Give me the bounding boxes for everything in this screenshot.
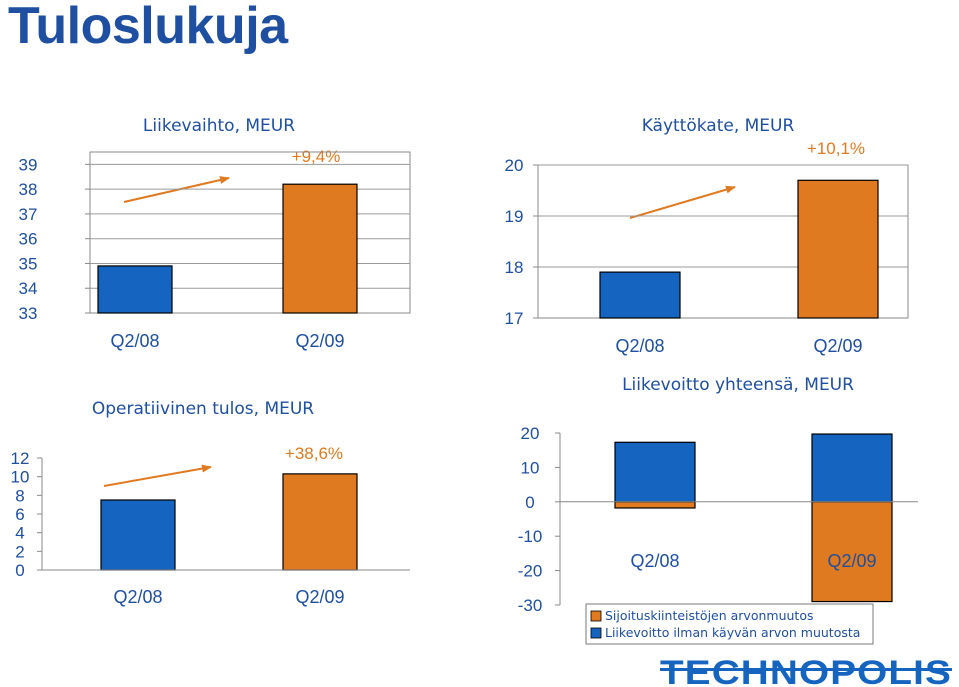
ebitda-tick-label: 17 [505, 309, 524, 328]
revenue-chart: Liikevaihto, MEUR +9,4% 33 34 35 36 37 38 39 Q2… [19, 116, 411, 351]
revenue-bar-1 [282, 183, 358, 314]
profit-chart: Liikevoitto yhteensä, MEUR 20 10 0 -10 -20 -3… [518, 375, 918, 645]
revenue-annotation: +9,4% [292, 147, 341, 166]
ebitda-tick-label: 20 [505, 156, 524, 175]
profit-bar-fair-value-0 [614, 501, 696, 509]
revenue-bar-0 [97, 265, 173, 314]
revenue-chart-title: Liikevaihto, MEUR [143, 116, 295, 136]
operating-category-label: Q2/08 [113, 587, 162, 607]
page-title: Tuloslukuja [8, 0, 288, 55]
operating-tick-label: 8 [15, 486, 24, 505]
profit-tick-label: 0 [525, 493, 534, 512]
revenue-tick-label: 37 [19, 205, 38, 224]
revenue-tick-label: 35 [19, 254, 38, 273]
revenue-tick-label: 38 [19, 180, 38, 199]
operating-tick-label: 0 [15, 561, 24, 580]
logo-text: TECHNOPOLIS [660, 654, 952, 687]
operating-category-label: Q2/09 [295, 587, 344, 607]
ebitda-growth-arrow [629, 185, 736, 219]
profit-tick-label: -20 [518, 562, 543, 581]
profit-tick-label: 20 [521, 424, 540, 443]
operating-tick-label: 10 [11, 468, 30, 487]
legend-label-operating-profit: Liikevoitto ilman käyvän arvon muutosta [605, 625, 860, 640]
revenue-category-label: Q2/08 [110, 331, 159, 351]
ebitda-chart: Käyttökate, MEUR +10,1% 17 18 19 20 Q2/08 Q2/… [505, 116, 909, 356]
ebitda-bar-1 [797, 179, 879, 319]
revenue-tick-label: 36 [19, 230, 38, 249]
ebitda-bar-0 [599, 271, 681, 319]
revenue-tick-label: 39 [19, 155, 38, 174]
legend-box [585, 603, 874, 645]
revenue-growth-arrow [123, 176, 230, 203]
ebitda-annotation: +10,1% [807, 139, 865, 158]
operating-chart-title: Operatiivinen tulos, MEUR [92, 399, 314, 419]
profit-tick-label: 10 [521, 458, 540, 477]
revenue-tick-label: 33 [19, 304, 38, 323]
ebitda-category-label: Q2/08 [615, 336, 664, 356]
legend-swatch-fair-value [590, 610, 602, 622]
operating-chart: Operatiivinen tulos, MEUR +38,6% 0246810… [11, 399, 410, 607]
profit-bar-operating-profit-1 [811, 433, 893, 503]
operating-growth-arrow [103, 464, 212, 487]
ebitda-chart-title: Käyttökate, MEUR [642, 116, 795, 136]
ebitda-category-label: Q2/09 [813, 336, 862, 356]
profit-category-label: Q2/08 [630, 551, 679, 571]
operating-bar-0 [100, 499, 176, 571]
profit-category-label: Q2/09 [827, 551, 876, 571]
legend-label-fair-value: Sijoituskiinteistöjen arvonmuutos [605, 608, 813, 623]
operating-tick-label: 2 [15, 542, 24, 561]
operating-bar-1 [282, 473, 358, 571]
technopolis-logo: TECHNOPOLIS [660, 654, 952, 687]
profit-bar-operating-profit-0 [614, 441, 696, 503]
legend-swatch-operating-profit [590, 627, 602, 639]
operating-tick-label: 6 [15, 505, 24, 524]
profit-bar-fair-value-1 [811, 501, 893, 603]
revenue-tick-label: 34 [19, 279, 38, 298]
operating-tick-label: 12 [11, 449, 30, 468]
revenue-category-label: Q2/09 [295, 331, 344, 351]
profit-chart-title: Liikevoitto yhteensä, MEUR [622, 375, 854, 395]
operating-annotation: +38,6% [285, 444, 343, 463]
profit-legend: Sijoituskiinteistöjen arvonmuutos Liikev… [585, 603, 874, 645]
revenue-plot-frame [89, 151, 411, 314]
logo-stripe-1 [660, 668, 952, 671]
ebitda-tick-label: 19 [505, 207, 524, 226]
profit-tick-label: -10 [518, 527, 543, 546]
operating-tick-label: 4 [15, 524, 24, 543]
profit-tick-label: -30 [518, 596, 543, 615]
ebitda-tick-label: 18 [505, 258, 524, 277]
